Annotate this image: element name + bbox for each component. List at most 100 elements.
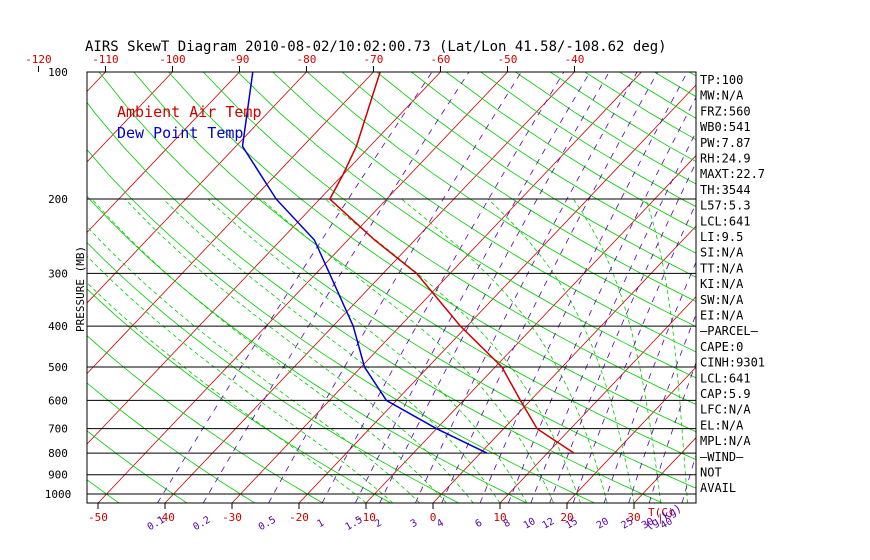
dry-adiabat-line — [0, 72, 51, 503]
bottom-temp-ticks: -50 -40 -30 -20 -10 0 10 20 30 — [88, 503, 641, 524]
stat-line: L57:5.3 — [700, 199, 751, 213]
mixing-ratio-label: 40 — [659, 516, 675, 532]
pressure-label: 200 — [48, 193, 68, 206]
moist-adiabats — [87, 198, 688, 503]
mixing-ratio-label: 1 — [315, 518, 326, 531]
mixing-ratio-line — [479, 72, 688, 503]
bottom-tick-label: 20 — [560, 511, 573, 524]
moist-adiabat-line — [87, 282, 367, 503]
dry-adiabat-line — [515, 72, 696, 185]
mixing-ratio-label: 20 — [595, 516, 611, 532]
moist-adiabat-line — [124, 198, 474, 503]
isotherm-line — [87, 72, 307, 304]
dry-adiabat-line — [654, 72, 696, 98]
mixing-ratio-label: 10 — [522, 516, 538, 532]
moist-adiabat-line — [87, 225, 420, 503]
mixing-ratio-line — [507, 96, 696, 503]
mixing-ratio-label: 2 — [373, 518, 384, 531]
mixing-ratio-label: 15 — [564, 516, 580, 532]
moist-adiabat-line — [91, 198, 447, 503]
stat-line: PW:7.87 — [700, 136, 751, 150]
dry-adiabat-line — [480, 72, 696, 208]
stat-line: RH:24.9 — [700, 152, 751, 166]
stat-line: CINH:9301 — [700, 356, 765, 370]
stat-line: AVAIL — [700, 481, 736, 495]
stat-line: WB0:541 — [700, 120, 751, 134]
mixing-ratio-line — [572, 202, 696, 503]
legend-ambient-air-temp: Ambient Air Temp — [117, 103, 262, 121]
stat-line: CAP:5.9 — [700, 387, 751, 401]
plot-border — [86, 71, 697, 504]
isotherm-line — [566, 366, 696, 503]
moist-adiabat-line — [401, 198, 608, 503]
mixing-ratio-label: 4 — [435, 518, 446, 531]
moist-adiabat-line — [487, 198, 635, 503]
top-tick-label: -110 — [92, 53, 119, 66]
pressure-label: 300 — [48, 267, 68, 280]
stat-line: LFC:N/A — [700, 403, 751, 417]
pressure-label: 600 — [48, 394, 68, 407]
moist-adiabat-line — [324, 198, 581, 503]
top-tick-label: -80 — [297, 53, 317, 66]
pressure-label: 1000 — [45, 488, 72, 501]
plot-area — [0, 72, 696, 503]
stat-line: TT:N/A — [700, 261, 744, 275]
dry-adiabat-line — [87, 101, 663, 503]
isotherm-line — [164, 72, 575, 503]
legend: Ambient Air Temp Dew Point Temp — [117, 103, 262, 142]
mixing-ratio-line — [157, 72, 433, 503]
dry-adiabat-line — [87, 149, 595, 503]
bottom-tick-label: 0 — [430, 511, 437, 524]
chart-title: AIRS SkewT Diagram 2010-08-02/10:02:00.7… — [85, 39, 667, 55]
stat-line: MW:N/A — [700, 89, 744, 103]
stat-line: FRZ:560 — [700, 104, 751, 118]
isotherm-line — [298, 84, 696, 503]
isotherm-line — [87, 72, 173, 163]
dry-adiabat-line — [411, 72, 696, 254]
dry-adiabat-line — [87, 195, 527, 503]
bottom-tick-label: -20 — [289, 511, 309, 524]
mixing-ratio-line — [549, 161, 696, 503]
isotherm-line — [97, 72, 508, 503]
top-tick-label: -50 — [498, 53, 518, 66]
dry-adiabat-line — [87, 242, 459, 503]
bottom-tick-label: 30 — [627, 511, 640, 524]
bottom-tick-label: -50 — [88, 511, 108, 524]
dry-adiabat-line — [87, 479, 120, 503]
dry-adiabat-line — [87, 288, 391, 503]
top-temp-ticks: -120 -110 -100 -90 -80 -70 -60 -50 -40 — [25, 53, 584, 72]
bottom-tick-label: -40 — [155, 511, 175, 524]
stat-line: —WIND— — [700, 450, 744, 464]
dry-adiabat-line — [272, 72, 696, 353]
mixing-ratio-label: 25 — [619, 516, 635, 532]
mixing-ratio-label: 6 — [473, 518, 484, 531]
stat-line: LCL:641 — [700, 371, 751, 385]
bottom-tick-label: 10 — [493, 511, 506, 524]
pressure-labels: 100 200 300 400 500 600 700 800 900 1000 — [45, 66, 72, 501]
dry-adiabat-line — [307, 72, 696, 327]
pressure-label: 400 — [48, 320, 68, 333]
pressure-label: 800 — [48, 447, 68, 460]
dry-adiabat-line — [87, 335, 324, 503]
mixing-ratio-line — [354, 72, 591, 503]
dry-adiabat-line — [168, 72, 696, 433]
dry-adiabat-line — [202, 72, 696, 405]
isotherm-line — [633, 437, 696, 503]
mixing-ratio-label: 8 — [502, 518, 513, 531]
stat-line: EI:N/A — [700, 309, 744, 323]
top-tick-label: -60 — [431, 53, 451, 66]
stat-line: EL:N/A — [700, 418, 744, 432]
dry-adiabat-line — [98, 72, 696, 489]
moist-adiabat-line — [645, 198, 688, 503]
isobars — [87, 198, 696, 495]
stat-line: NOT — [700, 466, 722, 480]
y-axis-label: PRESSURE (MB) — [74, 246, 87, 332]
stat-line: —PARCEL— — [700, 324, 759, 338]
bottom-tick-label: -30 — [222, 511, 242, 524]
pressure-label: 100 — [48, 66, 68, 79]
mixing-ratio-line — [603, 261, 696, 503]
isotherm-line — [499, 296, 696, 503]
stat-line: SW:N/A — [700, 293, 744, 307]
